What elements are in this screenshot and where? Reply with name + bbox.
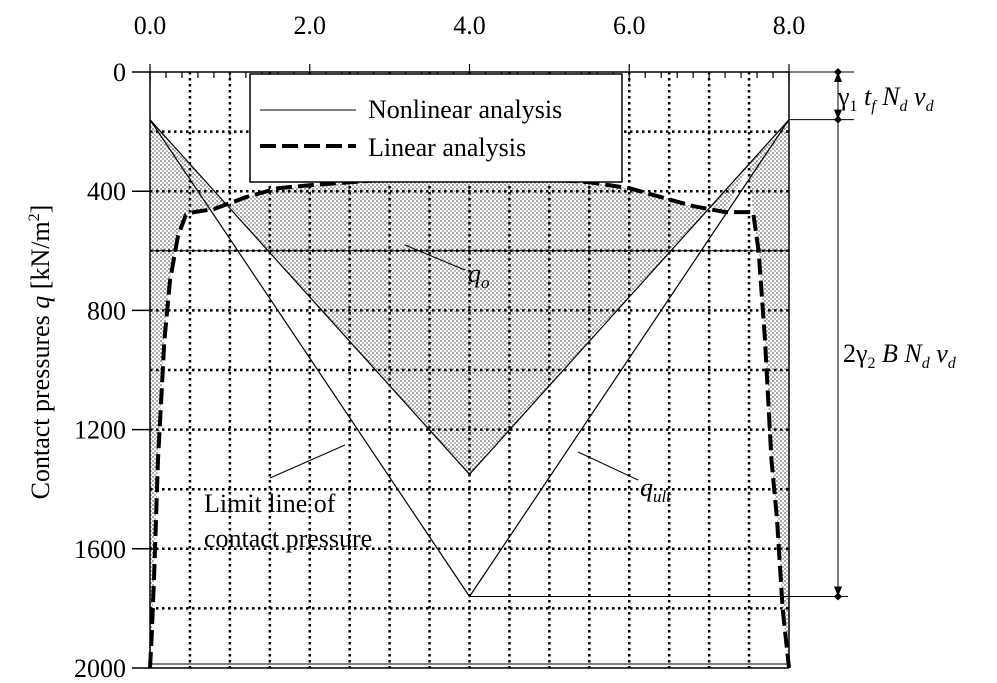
shaded-areas bbox=[150, 119, 789, 669]
x-tick-label: 2.0 bbox=[294, 11, 327, 40]
top-dimension-label: γ1 tf Nd vd bbox=[837, 82, 935, 115]
qult-text: qult bbox=[640, 473, 672, 506]
series-nonlinear-line bbox=[149, 119, 790, 476]
axes: 0.0 2.0 4.0 6.0 8.0 0 400 800 1200 1600 2000 bbox=[74, 11, 805, 683]
dimension-arrow bbox=[834, 586, 842, 597]
y-tick-label: 0 bbox=[113, 58, 126, 87]
limit-line-label: Limit line of contact pressure bbox=[204, 444, 372, 553]
y-tick-label: 2000 bbox=[74, 654, 126, 683]
qo-label: qo bbox=[404, 244, 490, 292]
limit-line-text-2: contact pressure bbox=[204, 524, 372, 553]
qo-leader bbox=[404, 244, 466, 271]
x-tick-label: 6.0 bbox=[613, 11, 646, 40]
y-tick-label: 400 bbox=[87, 177, 126, 206]
y-tick-label: 1200 bbox=[74, 416, 126, 445]
qult-leader bbox=[577, 451, 639, 481]
dimension-arrow bbox=[834, 109, 842, 120]
series-linear-line bbox=[148, 175, 791, 669]
legend-box bbox=[249, 73, 623, 183]
series-group bbox=[148, 119, 838, 669]
legend: Nonlinear analysis Linear analysis bbox=[249, 73, 623, 183]
x-tick-label: 0.0 bbox=[134, 11, 167, 40]
limit-line-text-1: Limit line of bbox=[204, 489, 336, 518]
qult-label: qult bbox=[577, 451, 672, 506]
legend-label-nonlinear: Nonlinear analysis bbox=[368, 95, 562, 124]
y-axis-title: Contact pressures q [kN/m2] bbox=[26, 205, 55, 500]
series-limit-line bbox=[149, 119, 790, 598]
dimension-markers bbox=[789, 68, 854, 601]
x-tick-label: 8.0 bbox=[773, 11, 806, 40]
shaded-region-left bbox=[150, 119, 194, 669]
dimension-arrow bbox=[834, 72, 842, 82]
qo-text: qo bbox=[468, 259, 490, 292]
y-tick-label: 1600 bbox=[74, 535, 126, 564]
x-tick-label: 4.0 bbox=[453, 11, 486, 40]
limit-line-leader bbox=[269, 444, 346, 479]
legend-label-linear: Linear analysis bbox=[368, 133, 526, 162]
y-tick-label: 800 bbox=[87, 296, 126, 325]
bottom-dimension-label: 2γ2 B Nd vd bbox=[843, 339, 957, 372]
